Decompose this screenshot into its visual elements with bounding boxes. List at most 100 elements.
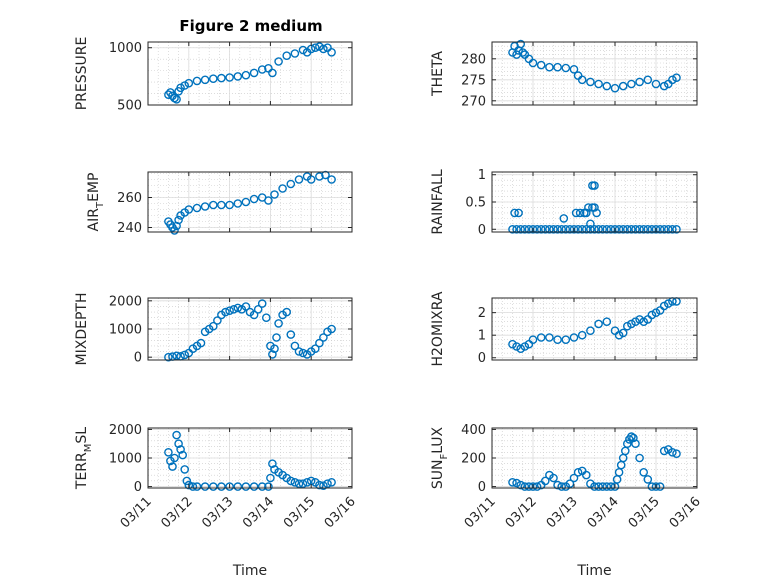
- data-point: [290, 341, 300, 351]
- data-point: [294, 175, 304, 184]
- data-point: [651, 79, 661, 89]
- data-point: [241, 482, 251, 491]
- data-point: [282, 51, 292, 61]
- data-point: [241, 302, 251, 311]
- data-point: [233, 72, 243, 81]
- data-point: [327, 324, 336, 334]
- data-point: [586, 77, 595, 87]
- data-point: [180, 465, 189, 474]
- data-point: [528, 335, 538, 345]
- panel-3: 240 260 AIRTEMP: [86, 170, 353, 236]
- data-point: [282, 307, 292, 317]
- data-point: [610, 83, 620, 93]
- data-point: [315, 338, 324, 348]
- data-point: [327, 48, 336, 57]
- data-point: [545, 224, 554, 234]
- data-point: [659, 224, 669, 234]
- x-tick-label: 03/14: [585, 494, 622, 531]
- data-point: [643, 75, 653, 85]
- data-point: [577, 75, 587, 85]
- data-point: [172, 95, 181, 104]
- data-point: [164, 352, 173, 362]
- data-point: [635, 224, 644, 234]
- data-point: [659, 301, 669, 311]
- data-point: [176, 445, 185, 454]
- data-point: [594, 79, 603, 89]
- data-point: [270, 190, 279, 199]
- data-point: [286, 476, 296, 486]
- data-point: [627, 224, 636, 234]
- data-point: [200, 202, 210, 211]
- data-point: [196, 338, 206, 348]
- data-point: [618, 328, 628, 338]
- data-point: [319, 481, 328, 491]
- data-point: [516, 224, 526, 234]
- x-tick-label: 03/16: [322, 494, 359, 531]
- data-point: [536, 224, 546, 234]
- data-point: [327, 477, 336, 487]
- y-tick-label: 280: [461, 52, 486, 67]
- y-tick-label: 275: [461, 73, 486, 88]
- data-point: [233, 482, 243, 491]
- data-point: [541, 224, 550, 234]
- data-point: [602, 81, 612, 91]
- data-point: [176, 83, 185, 93]
- data-point: [545, 333, 554, 342]
- y-tick-label: 1: [478, 329, 486, 344]
- data-point: [233, 199, 243, 208]
- panel-5: 0 1000 2000 MIXDEPTH: [74, 293, 353, 366]
- y-axis-label: MIXDEPTH: [74, 293, 90, 366]
- data-point: [520, 482, 530, 491]
- data-point: [590, 482, 599, 491]
- data-point: [253, 304, 263, 314]
- data-point: [208, 321, 218, 331]
- y-tick-label: 1: [478, 168, 486, 183]
- data-point: [184, 78, 194, 88]
- data-point: [249, 68, 259, 78]
- data-point: [270, 344, 279, 354]
- data-point: [651, 224, 661, 234]
- data-point: [241, 197, 251, 207]
- data-point: [217, 482, 226, 491]
- data-point: [319, 333, 328, 342]
- y-axis-label: AIRTEMP: [86, 173, 106, 232]
- data-point: [180, 350, 189, 360]
- data-point: [294, 479, 304, 489]
- data-point: [571, 208, 581, 218]
- data-point: [672, 224, 681, 234]
- data-point: [514, 208, 523, 218]
- data-point: [268, 350, 277, 359]
- y-tick-label: 1000: [109, 452, 142, 467]
- data-point: [629, 433, 638, 443]
- data-point: [610, 224, 620, 234]
- data-point: [286, 330, 296, 339]
- data-point: [565, 479, 575, 489]
- data-point: [249, 482, 259, 491]
- data-point: [192, 482, 202, 491]
- data-point: [569, 333, 579, 342]
- data-point: [229, 304, 238, 314]
- data-point: [541, 476, 550, 486]
- data-point: [668, 75, 677, 85]
- data-point: [257, 482, 267, 491]
- data-point: [553, 335, 562, 345]
- data-point: [561, 335, 571, 345]
- data-point: [575, 208, 585, 218]
- data-point: [639, 317, 649, 327]
- data-point: [225, 306, 234, 316]
- data-point: [257, 65, 267, 74]
- data-point: [315, 480, 324, 490]
- data-point: [512, 342, 521, 351]
- data-point: [573, 467, 583, 477]
- panel-4: 0 0.5 1 RAINFALL: [430, 168, 698, 238]
- y-tick-label: 1000: [109, 323, 142, 338]
- data-point: [635, 453, 644, 463]
- data-point: [672, 449, 681, 459]
- y-tick-label: 2: [478, 306, 486, 321]
- data-point: [192, 76, 202, 86]
- data-point: [569, 65, 579, 74]
- data-point: [586, 326, 595, 336]
- data-point: [319, 44, 328, 54]
- y-tick-label: 0: [134, 480, 142, 495]
